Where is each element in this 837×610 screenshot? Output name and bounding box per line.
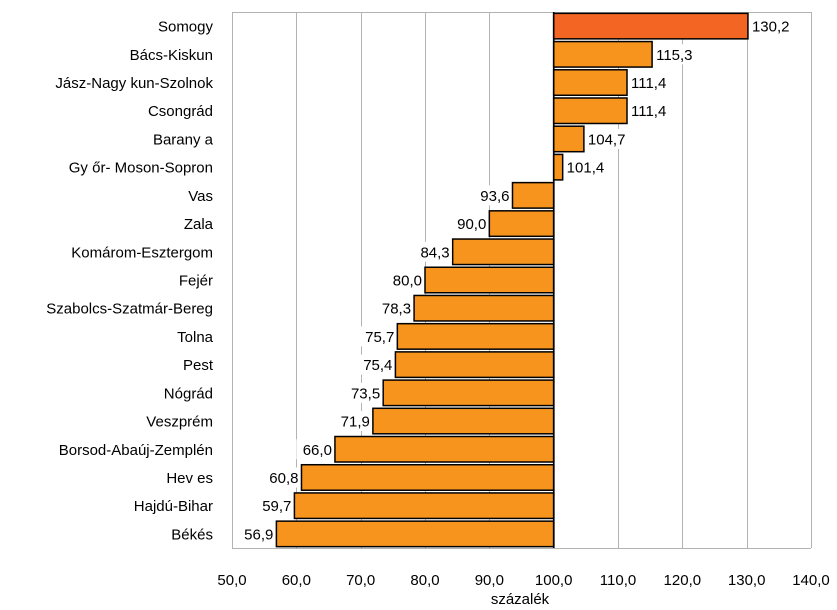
value-label-bg: [237, 523, 276, 544]
value-label: 66,0: [303, 442, 332, 459]
value-label-bg: [344, 382, 383, 403]
value-label: 90,0: [457, 216, 486, 233]
category-label: Csongrád: [148, 103, 213, 120]
value-label: 93,6: [480, 188, 509, 205]
category-label: Fejér: [179, 273, 213, 290]
category-label: Hev es: [166, 470, 213, 487]
value-label-bg: [628, 100, 675, 121]
category-label: Nógrád: [164, 385, 213, 402]
category-label: Somogy: [158, 19, 214, 36]
value-label-bg: [414, 241, 452, 262]
value-label: 84,3: [420, 244, 449, 261]
value-label: 71,9: [341, 414, 370, 431]
x-tick-labels: 50,0 60,0 70,0 80,0 90,0 100,0 110,0 120,0 130,0…: [217, 572, 829, 589]
bar: [424, 266, 555, 294]
value-label: 111,4: [631, 75, 666, 92]
category-label: Borsod-Abaúj-Zemplén: [59, 442, 213, 459]
bar: [552, 12, 749, 40]
value-label: 78,3: [382, 301, 411, 318]
bar: [552, 97, 628, 125]
x-tick-label: 90,0: [475, 572, 504, 589]
x-tick-label: 60,0: [282, 572, 311, 589]
bar: [451, 238, 555, 266]
value-label-bg: [628, 72, 675, 93]
value-label: 115,3: [656, 47, 692, 64]
bar: [413, 294, 555, 322]
x-tick-label: 120,0: [664, 572, 702, 589]
value-label-bg: [563, 157, 610, 178]
value-label-bg: [358, 326, 397, 347]
bar: [552, 125, 585, 153]
bar: [552, 153, 564, 181]
value-label: 80,0: [393, 273, 422, 290]
x-tick-label: 110,0: [600, 572, 636, 589]
value-label-bg: [356, 354, 395, 375]
category-label: Pest: [183, 357, 214, 374]
x-tick-label: 140,0: [792, 572, 830, 589]
category-label: Békés: [171, 526, 213, 543]
value-label: 111,4: [631, 103, 666, 120]
value-label: 130,2: [752, 19, 790, 36]
bar: [334, 435, 555, 463]
category-label: Vas: [188, 188, 213, 205]
category-label: Tolna: [177, 329, 214, 346]
bar: [372, 407, 555, 435]
value-label-bg: [334, 411, 372, 432]
bars: [275, 12, 749, 548]
bar: [488, 210, 555, 238]
x-tick-label: 70,0: [346, 572, 375, 589]
category-label: Bács-Kiskun: [130, 47, 213, 64]
value-label-bg: [375, 298, 414, 319]
value-label-bg: [262, 467, 301, 488]
value-label: 75,7: [365, 329, 394, 346]
category-label: Gy őr- Moson-Sopron: [69, 160, 213, 177]
bar: [552, 40, 653, 68]
x-tick-label: 130,0: [728, 572, 766, 589]
value-label-bg: [386, 270, 424, 290]
bar: [511, 181, 555, 209]
x-tick-label: 100,0: [535, 572, 573, 589]
value-label: 101,4: [567, 160, 605, 177]
category-label: Szabolcs-Szatmár-Bereg: [46, 301, 213, 318]
value-labels: 130,2 115,3 111,4 111,4 104,7 101,4 93,6 90,0 84…: [237, 16, 795, 544]
category-label: Komárom-Esztergom: [71, 244, 213, 261]
value-label-bg: [584, 128, 631, 149]
category-label: Jász-Nagy kun-Szolnok: [55, 75, 213, 92]
value-label-bg: [296, 439, 334, 460]
bar: [300, 463, 555, 491]
category-label: Veszprém: [146, 414, 213, 431]
category-label: Zala: [184, 216, 214, 233]
x-tick-label: 50,0: [217, 572, 246, 589]
category-label: Barany a: [153, 131, 214, 148]
x-axis-title: százalék: [491, 591, 550, 608]
value-label: 59,7: [262, 498, 291, 515]
bar: [275, 520, 555, 548]
value-label: 56,9: [244, 526, 273, 543]
value-label-bg: [450, 213, 489, 234]
value-label-bg: [748, 16, 795, 37]
value-label: 73,5: [351, 385, 380, 402]
value-label-bg: [473, 185, 512, 206]
x-tick-label: 80,0: [410, 572, 439, 589]
value-label: 60,8: [269, 470, 298, 487]
bar: [293, 492, 555, 520]
bar: [396, 322, 555, 350]
bar: [382, 379, 555, 407]
bar: [394, 351, 555, 379]
category-label: Hajdú-Bihar: [134, 498, 213, 515]
value-label: 75,4: [363, 357, 392, 374]
value-label-bg: [653, 44, 700, 65]
value-label: 104,7: [588, 131, 626, 148]
bar: [552, 69, 628, 97]
value-label-bg: [255, 495, 294, 516]
category-labels: Somogy Bács-Kiskun Jász-Nagy kun-Szolnok Cs…: [46, 19, 214, 544]
